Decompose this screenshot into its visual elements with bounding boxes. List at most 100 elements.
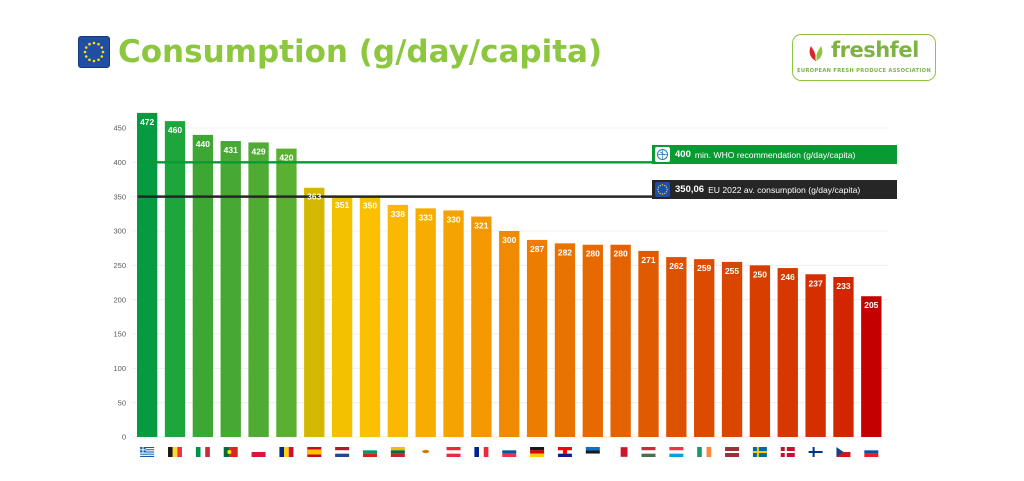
y-tick-label: 0 (122, 433, 126, 442)
country-flag-icon (697, 447, 712, 457)
country-flag-icon (836, 447, 851, 457)
country-flag-icon (530, 447, 545, 457)
bar (499, 231, 520, 437)
freshfel-logo: freshfel EUROPEAN FRESH PRODUCE ASSOCIAT… (792, 34, 936, 81)
logo-name: freshfel (831, 38, 919, 62)
who-text: min. WHO recommendation (g/day/capita) (694, 149, 856, 160)
y-tick-label: 350 (113, 192, 126, 201)
bar-value-label: 280 (614, 249, 628, 259)
bar-value-label: 420 (279, 153, 293, 163)
country-flag-icon (279, 447, 294, 457)
eu-flag-icon (78, 36, 110, 68)
who-icon (655, 147, 670, 162)
y-tick-label: 200 (113, 295, 126, 304)
bar (331, 195, 353, 437)
country-flag-icon (140, 447, 155, 457)
country-flag-icon (418, 447, 433, 457)
bar (276, 148, 297, 437)
country-flag-icon (502, 447, 517, 457)
bar (443, 210, 464, 437)
bar-value-label: 205 (864, 300, 878, 310)
bar-value-label: 300 (502, 235, 516, 245)
country-flag-icon (223, 447, 238, 457)
bar (387, 204, 408, 437)
country-flag-icon (168, 447, 183, 457)
bar-value-label: 351 (335, 200, 349, 210)
bar-value-label: 363 (307, 192, 321, 202)
eu-average-text: EU 2022 av. consumption (g/day/capita) (708, 184, 861, 195)
country-flag-icon (725, 447, 740, 457)
bar (833, 277, 854, 437)
bar-value-label: 429 (251, 146, 265, 156)
bar-value-label: 271 (641, 255, 655, 265)
bar (582, 244, 603, 437)
bar-value-label: 280 (586, 249, 600, 259)
country-flag-icon (307, 447, 322, 457)
y-tick-label: 450 (113, 124, 126, 133)
bar (694, 259, 715, 437)
y-tick-label: 150 (113, 330, 126, 339)
bar (192, 134, 214, 437)
bar (861, 296, 882, 437)
who-value: 400 (675, 149, 691, 160)
country-flag-icon (446, 447, 461, 457)
logo-tagline: EUROPEAN FRESH PRODUCE ASSOCIATION (797, 68, 931, 74)
bar (220, 141, 241, 437)
bar-value-label: 246 (781, 272, 795, 282)
country-flag-icon (669, 447, 684, 457)
country-flag-icon (613, 446, 628, 458)
bar (721, 261, 743, 437)
who-reference-label: 400 min. WHO recommendation (g/day/capit… (652, 145, 897, 164)
country-flag-icon (641, 447, 656, 457)
page-title: Consumption (g/day/capita) (118, 34, 603, 70)
country-flag-icon (557, 447, 572, 457)
bar (248, 142, 269, 438)
bar-value-label: 237 (809, 278, 823, 288)
bar (805, 274, 826, 437)
y-tick-label: 300 (113, 227, 126, 236)
country-flag-icon (864, 447, 879, 457)
bar (749, 265, 771, 437)
bar-value-label: 440 (196, 139, 210, 149)
bar-value-label: 333 (419, 212, 433, 222)
header: Consumption (g/day/capita) (78, 32, 602, 72)
eu-average-reference-label: 350,06 EU 2022 av. consumption (g/day/ca… (652, 180, 897, 199)
bar-value-label: 262 (669, 261, 683, 271)
y-tick-label: 250 (113, 261, 126, 270)
bar-value-label: 233 (836, 281, 850, 291)
bar (666, 257, 687, 437)
eu-flag-icon (655, 182, 670, 197)
bar-value-label: 472 (140, 117, 154, 127)
country-flag-icon (585, 447, 600, 457)
country-flag-icon (335, 447, 350, 457)
bar (610, 244, 631, 437)
country-flag-icon (752, 447, 767, 457)
bar (415, 208, 436, 437)
bar (304, 187, 325, 437)
bar (359, 196, 381, 437)
bar-value-label: 287 (530, 244, 544, 254)
bar (638, 250, 659, 437)
country-flag-icon (251, 447, 266, 457)
bar-value-label: 431 (224, 145, 238, 155)
country-flag-icon (474, 447, 489, 457)
country-flag-icon (808, 447, 823, 457)
y-tick-label: 400 (113, 158, 126, 167)
eu-average-value: 350,06 (675, 184, 705, 195)
bar-value-label: 250 (753, 269, 767, 279)
country-flag-icon (780, 447, 795, 457)
y-tick-label: 50 (118, 398, 126, 407)
bar (554, 243, 576, 437)
leaf-logo-icon (809, 45, 823, 61)
country-flag-icon (362, 447, 377, 457)
bar (471, 216, 492, 437)
bar-value-label: 330 (446, 214, 460, 224)
y-tick-label: 100 (113, 364, 126, 373)
bar-value-label: 282 (558, 247, 572, 257)
bar (137, 112, 158, 437)
bar-value-label: 259 (697, 263, 711, 273)
bar-value-label: 321 (474, 221, 488, 231)
bar-value-label: 460 (168, 125, 182, 135)
bar (164, 121, 186, 437)
